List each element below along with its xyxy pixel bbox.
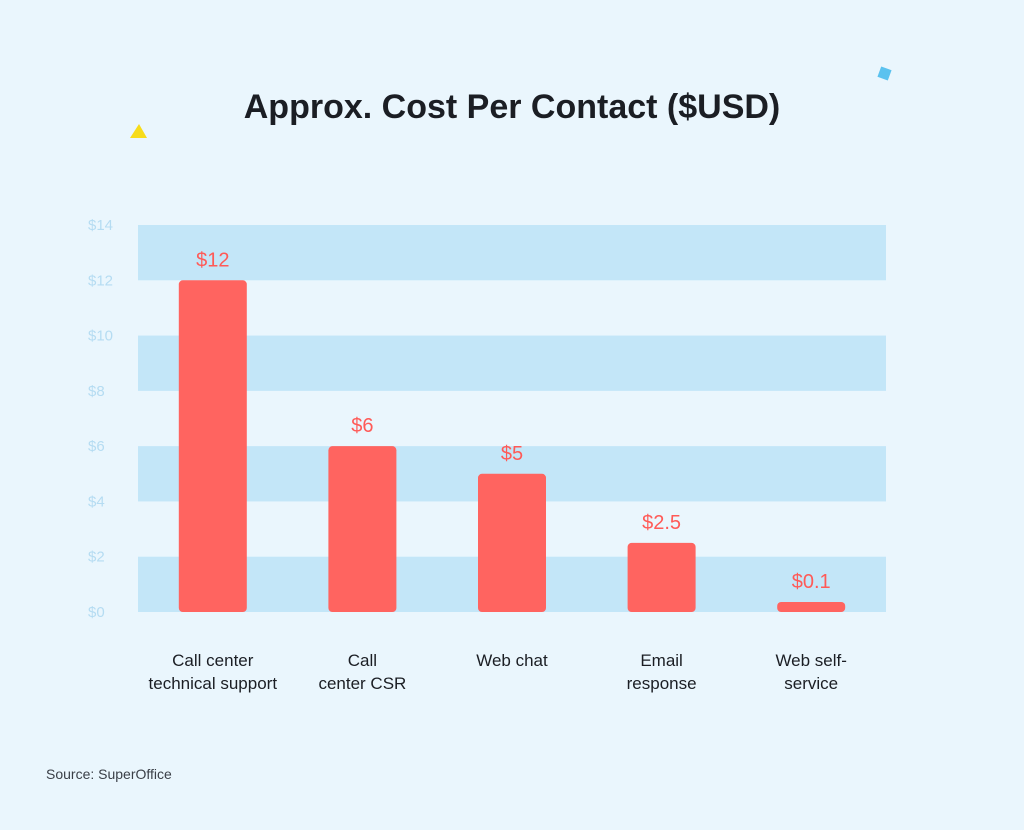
y-tick-label: $4: [88, 493, 105, 510]
y-axis-ticks: $0 $2 $4 $6 $8 $10 $12 $14: [88, 217, 113, 621]
category-label: Web self-service: [775, 651, 847, 693]
decorations: [130, 66, 892, 138]
y-tick-label: $6: [88, 438, 105, 455]
bars: [178, 280, 846, 612]
y-tick-label: $0: [88, 604, 105, 621]
category-label-line: center CSR: [318, 674, 406, 693]
category-label: Web chat: [476, 651, 548, 670]
y-tick-label: $2: [88, 549, 105, 566]
category-label: Call center technical support: [149, 651, 278, 693]
category-label-line: Email: [640, 651, 683, 670]
decor-square-shape: [877, 66, 892, 81]
grid-band: [138, 225, 886, 281]
bar: [178, 280, 247, 612]
value-labels: $12 $6 $5 $2.5 $0.1: [196, 249, 831, 593]
category-label: Call center CSR: [318, 651, 406, 693]
bar: [478, 473, 546, 612]
bar-value-label: $2.5: [642, 512, 681, 534]
bar-value-label: $5: [501, 443, 523, 465]
bar: [328, 446, 397, 612]
category-label-line: service: [784, 674, 838, 693]
category-label: Email response: [627, 651, 697, 693]
category-label-line: Call center: [172, 651, 254, 670]
chart-title: Approx. Cost Per Contact ($USD): [243, 88, 781, 126]
y-tick-label: $10: [88, 328, 113, 345]
source-note: Source: SuperOffice: [46, 766, 172, 782]
bar: [627, 542, 696, 612]
category-labels: Call center technical support Call center C…: [149, 651, 847, 693]
category-label-line: technical support: [149, 674, 278, 693]
bar: [777, 602, 846, 612]
category-label-line: response: [627, 674, 697, 693]
bar-value-label: $12: [196, 249, 229, 271]
y-tick-label: $8: [88, 383, 105, 400]
category-label-line: Web self-: [775, 651, 847, 670]
decor-triangle-shape: [130, 124, 147, 138]
category-label-line: Call: [348, 651, 377, 670]
bar-value-label: $0.1: [792, 571, 831, 593]
y-tick-label: $14: [88, 217, 113, 234]
grid-band: [138, 335, 886, 391]
category-label-line: Web chat: [476, 651, 548, 670]
bar-value-label: $6: [351, 415, 373, 437]
y-tick-label: $12: [88, 272, 113, 289]
